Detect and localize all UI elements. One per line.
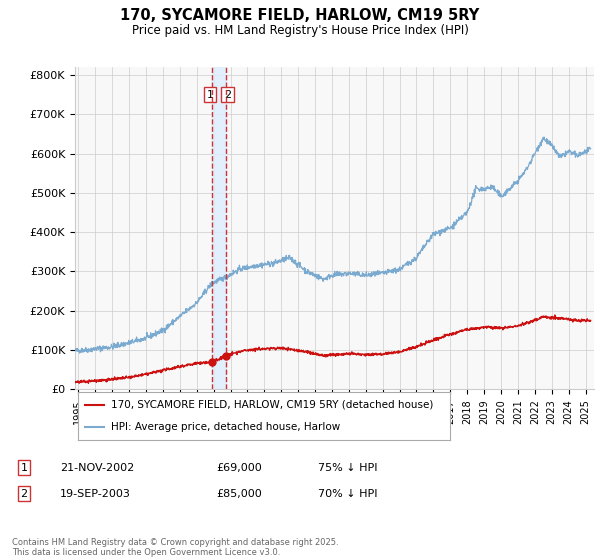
Text: 19-SEP-2003: 19-SEP-2003 (60, 489, 131, 499)
Text: Price paid vs. HM Land Registry's House Price Index (HPI): Price paid vs. HM Land Registry's House … (131, 24, 469, 36)
Bar (212, 67, 226, 389)
Text: HPI: Average price, detached house, Harlow: HPI: Average price, detached house, Harl… (112, 422, 341, 432)
Text: 2: 2 (20, 489, 28, 499)
Text: 70% ↓ HPI: 70% ↓ HPI (318, 489, 377, 499)
Text: 75% ↓ HPI: 75% ↓ HPI (318, 463, 377, 473)
Text: 170, SYCAMORE FIELD, HARLOW, CM19 5RY: 170, SYCAMORE FIELD, HARLOW, CM19 5RY (121, 8, 479, 24)
Text: £85,000: £85,000 (216, 489, 262, 499)
Text: £69,000: £69,000 (216, 463, 262, 473)
Text: 1: 1 (206, 90, 214, 100)
Text: 170, SYCAMORE FIELD, HARLOW, CM19 5RY (detached house): 170, SYCAMORE FIELD, HARLOW, CM19 5RY (d… (112, 400, 434, 410)
Text: 2: 2 (224, 90, 232, 100)
Text: 1: 1 (20, 463, 28, 473)
Text: Contains HM Land Registry data © Crown copyright and database right 2025.
This d: Contains HM Land Registry data © Crown c… (12, 538, 338, 557)
Text: 21-NOV-2002: 21-NOV-2002 (60, 463, 134, 473)
